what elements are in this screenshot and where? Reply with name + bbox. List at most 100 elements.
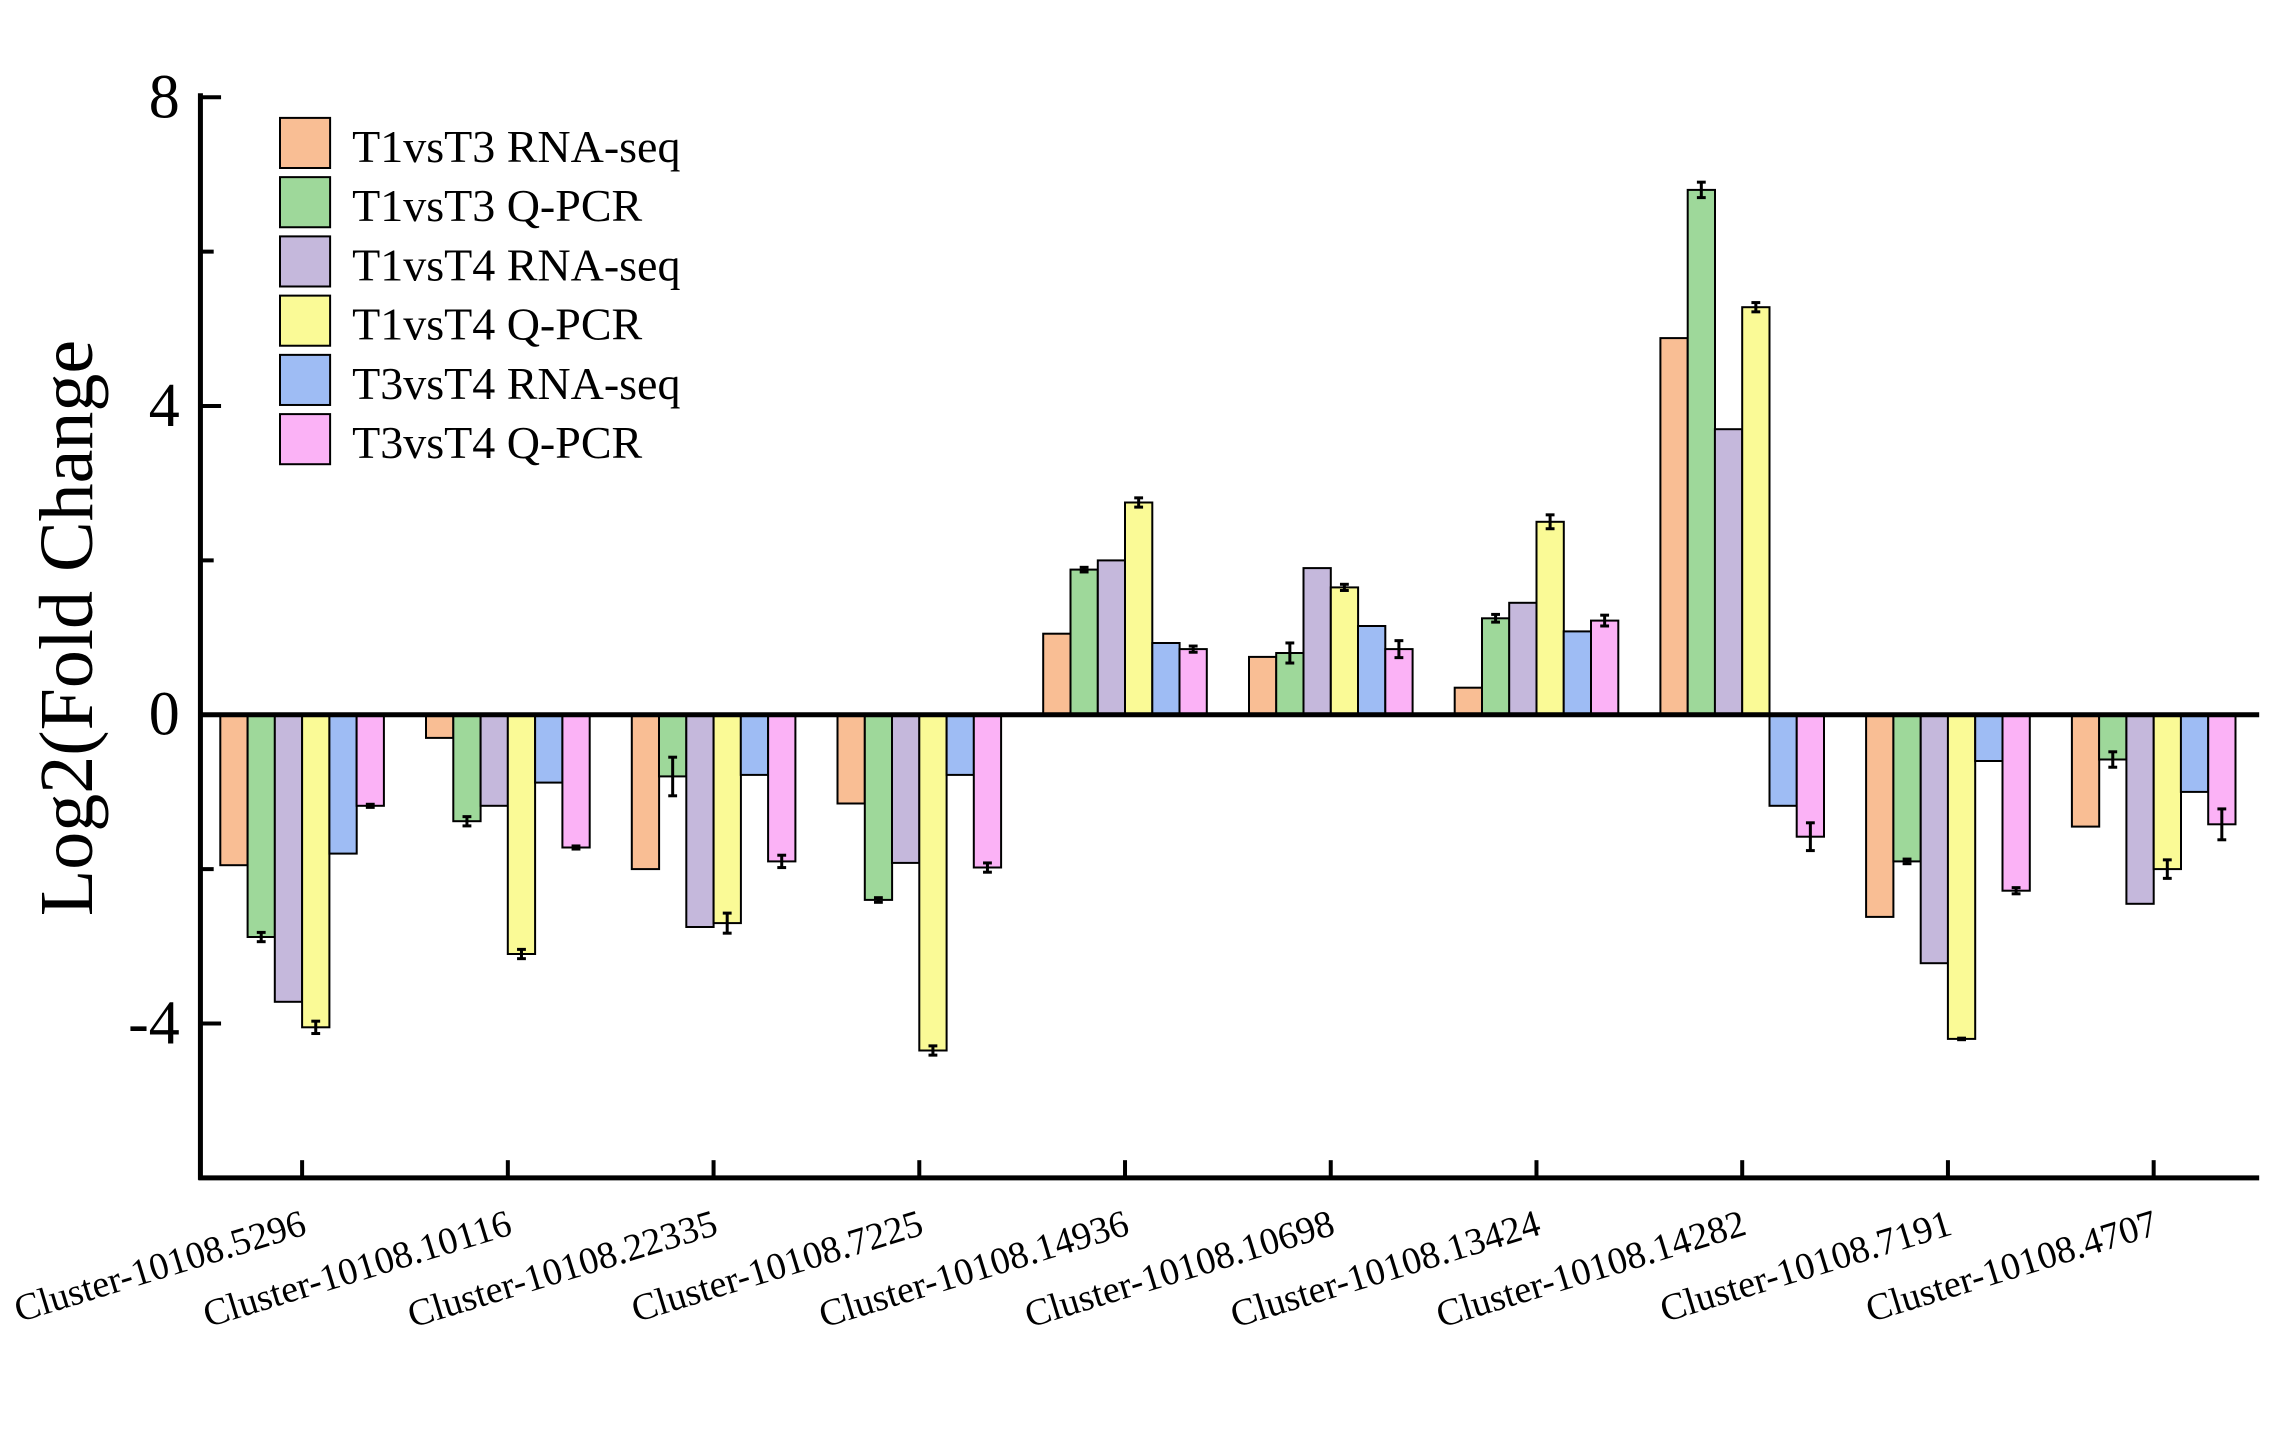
error-bar-7-6 xyxy=(1600,613,1610,628)
legend-swatch xyxy=(279,116,332,170)
bar-1-1 xyxy=(219,713,249,867)
bar-2-4 xyxy=(506,713,537,956)
bar-2-3 xyxy=(479,713,509,807)
error-bar-5-2 xyxy=(1079,565,1089,574)
bar-1-5 xyxy=(328,713,358,855)
error-bar-2-2 xyxy=(462,815,472,828)
error-bar-1-2 xyxy=(256,930,266,944)
error-bars-layer xyxy=(256,180,2227,1057)
bar-9-4 xyxy=(1946,713,1977,1040)
bar-4-4 xyxy=(918,713,948,1052)
error-bar-3-4 xyxy=(722,911,732,935)
error-bar-4-6 xyxy=(983,861,992,874)
y-tick-label-4: -4 xyxy=(128,990,180,1058)
bar-9-3 xyxy=(1919,713,1949,965)
error-bar-6-2 xyxy=(1285,641,1295,665)
legend-label: T3vsT4 RNA-seq xyxy=(352,358,680,409)
bar-4-3 xyxy=(891,713,921,864)
bar-3-4 xyxy=(712,713,742,925)
y-axis-label: Log2(Fold Change xyxy=(25,340,109,916)
bar-8-4 xyxy=(1741,306,1771,716)
legend-item-3: T1vsT4 RNA-seq xyxy=(279,235,680,290)
bar-3-3 xyxy=(685,713,715,929)
bar-3-5 xyxy=(739,713,770,776)
error-bar-3-2 xyxy=(668,755,678,798)
bar-2-5 xyxy=(534,713,564,784)
bar-8-3 xyxy=(1713,428,1744,716)
error-bar-8-6 xyxy=(1805,821,1815,853)
error-bar-4-4 xyxy=(928,1044,938,1057)
bar-10-3 xyxy=(2125,713,2155,905)
bar-1-3 xyxy=(273,713,304,1003)
bar-6-1 xyxy=(1248,655,1278,716)
bar-8-5 xyxy=(1768,713,1798,807)
legend: T1vsT3 RNA-seq T1vsT3 Q-PCR T1vsT4 RNA-seq… xyxy=(279,116,680,468)
bar-7-6 xyxy=(1590,619,1620,716)
bar-8-6 xyxy=(1795,713,1825,838)
y-tick-label-3: 0 xyxy=(149,681,180,749)
bar-1-4 xyxy=(301,713,331,1029)
legend-swatch xyxy=(279,235,332,288)
y-tick-label-1: 8 xyxy=(149,63,180,131)
bar-5-1 xyxy=(1042,632,1072,716)
error-bar-6-4 xyxy=(1339,582,1349,592)
bar-7-2 xyxy=(1481,617,1511,716)
bar-5-3 xyxy=(1096,559,1127,716)
legend-item-2: T1vsT3 Q-PCR xyxy=(279,176,643,231)
bar-8-1 xyxy=(1659,337,1689,716)
bar-3-1 xyxy=(630,713,661,871)
bar-5-6 xyxy=(1178,648,1208,716)
error-bar-2-6 xyxy=(571,844,581,851)
bar-10-1 xyxy=(2070,713,2101,828)
bar-3-6 xyxy=(767,713,797,863)
legend-swatch xyxy=(279,413,332,466)
bar-9-6 xyxy=(2001,713,2031,892)
error-bar-10-2 xyxy=(2108,750,2118,769)
bar-2-2 xyxy=(452,713,482,823)
bar-9-5 xyxy=(1974,713,2004,763)
error-bar-7-4 xyxy=(1545,513,1555,531)
y-tick-label-2: 4 xyxy=(149,372,180,440)
error-bar-1-6 xyxy=(365,802,375,809)
legend-label: T1vsT4 Q-PCR xyxy=(352,299,642,350)
bar-6-3 xyxy=(1302,567,1332,716)
error-bar-9-2 xyxy=(1902,857,1912,866)
legend-label: T1vsT3 Q-PCR xyxy=(352,180,642,231)
legend-swatch xyxy=(279,294,332,347)
error-bar-9-4 xyxy=(1957,1036,1966,1042)
bar-1-2 xyxy=(246,713,276,939)
bar-10-4 xyxy=(2152,713,2182,871)
error-bar-1-4 xyxy=(311,1019,321,1036)
legend-label: T1vsT4 RNA-seq xyxy=(352,239,680,290)
bar-2-6 xyxy=(561,713,591,849)
bar-1-6 xyxy=(355,713,385,807)
bar-10-6 xyxy=(2207,713,2237,826)
error-bar-7-2 xyxy=(1491,612,1501,624)
error-bar-6-6 xyxy=(1394,639,1404,660)
bar-7-5 xyxy=(1562,630,1592,716)
bar-10-5 xyxy=(2179,713,2210,793)
bar-5-2 xyxy=(1069,568,1099,716)
legend-item-5: T3vsT4 RNA-seq xyxy=(279,353,680,409)
bar-7-1 xyxy=(1453,686,1483,716)
bar-4-6 xyxy=(972,713,1003,869)
error-bar-9-6 xyxy=(2011,886,2021,896)
legend-label: T3vsT4 Q-PCR xyxy=(352,417,642,468)
error-bar-5-6 xyxy=(1188,644,1198,654)
error-bar-10-4 xyxy=(2162,858,2172,880)
bar-8-2 xyxy=(1686,188,1716,716)
error-bar-4-2 xyxy=(873,896,883,904)
bar-7-3 xyxy=(1508,601,1538,716)
legend-item-1: T1vsT3 RNA-seq xyxy=(279,116,680,172)
legend-item-4: T1vsT4 Q-PCR xyxy=(279,294,643,350)
bar-2-1 xyxy=(425,713,455,739)
legend-item-6: T3vsT4 Q-PCR xyxy=(279,413,643,468)
error-bar-10-6 xyxy=(2217,807,2227,842)
error-bar-2-4 xyxy=(517,947,526,961)
error-bar-8-4 xyxy=(1751,301,1761,314)
bars-layer xyxy=(219,188,2237,1052)
error-bar-8-2 xyxy=(1696,180,1706,200)
bar-6-4 xyxy=(1329,586,1360,716)
legend-label: T1vsT3 RNA-seq xyxy=(352,121,680,172)
